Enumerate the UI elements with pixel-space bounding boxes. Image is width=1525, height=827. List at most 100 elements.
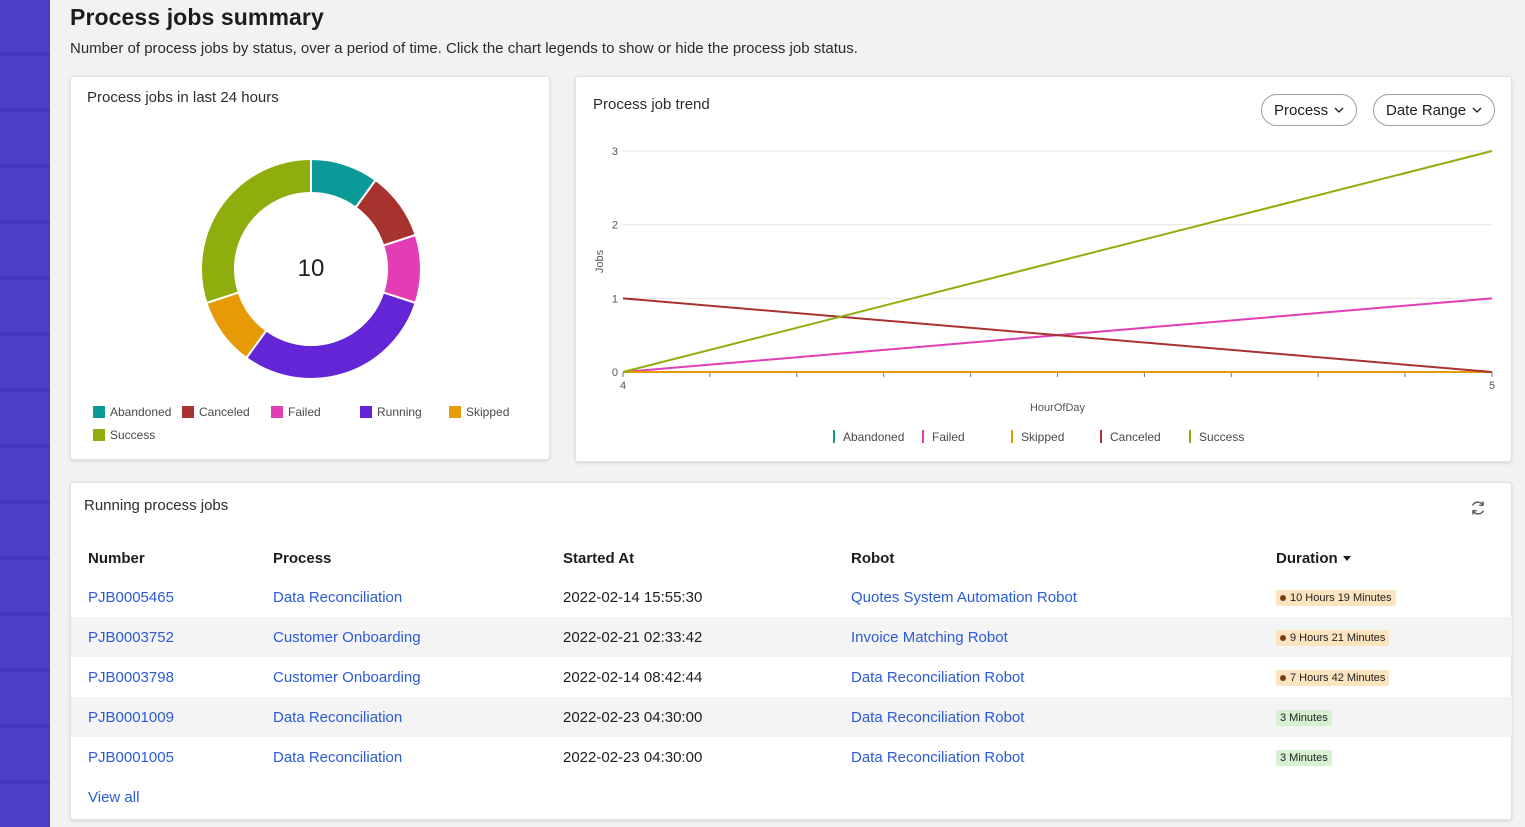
legend-marker [1100, 430, 1102, 443]
y-tick-label: 3 [612, 146, 618, 158]
robot-link[interactable]: Data Reconciliation Robot [851, 748, 1025, 766]
donut-chart-card: Process jobs in last 24 hours 10 Abandon… [70, 76, 550, 460]
duration-header-label: Duration [1276, 549, 1338, 567]
y-tick-label: 1 [612, 293, 618, 305]
column-header-number[interactable]: Number [88, 549, 145, 567]
robot-link[interactable]: Data Reconciliation Robot [851, 708, 1025, 726]
table-row: PJB0001005 Data Reconciliation 2022-02-2… [71, 737, 1512, 777]
donut-slice-running[interactable] [244, 291, 417, 380]
robot-cell: Invoice Matching Robot [851, 617, 1276, 657]
job-number-cell: PJB0001009 [71, 697, 273, 737]
table-row: PJB0003752 Customer Onboarding 2022-02-2… [71, 617, 1512, 657]
legend-label: Running [377, 405, 422, 419]
trend-legend-canceled[interactable]: Canceled [1100, 430, 1161, 444]
duration-cell: 10 Hours 19 Minutes [1276, 577, 1512, 617]
process-cell: Customer Onboarding [273, 657, 563, 697]
job-number-cell: PJB0005465 [71, 577, 273, 617]
legend-failed[interactable]: Failed [271, 405, 321, 419]
date-range-label: Date Range [1386, 101, 1467, 119]
view-all-link[interactable]: View all [88, 789, 140, 806]
series-line-canceled[interactable] [622, 297, 1493, 373]
trend-legend-success[interactable]: Success [1189, 430, 1244, 444]
column-header-duration[interactable]: Duration [1276, 539, 1512, 577]
robot-link[interactable]: Quotes System Automation Robot [851, 588, 1077, 606]
process-filter-dropdown[interactable]: Process [1261, 94, 1358, 126]
legend-running[interactable]: Running [360, 405, 422, 419]
trend-legend-skipped[interactable]: Skipped [1011, 430, 1064, 444]
robot-link[interactable]: Invoice Matching Robot [851, 628, 1008, 646]
started-at-cell: 2022-02-21 02:33:42 [563, 617, 851, 657]
donut-slice-success[interactable] [200, 157, 312, 305]
duration-cell: 3 Minutes [1276, 697, 1512, 737]
duration-cell: 7 Hours 42 Minutes [1276, 657, 1512, 697]
job-number-cell: PJB0003798 [71, 657, 273, 697]
process-link[interactable]: Data Reconciliation [273, 748, 403, 766]
duration-badge: 10 Hours 19 Minutes [1276, 590, 1396, 606]
legend-label: Abandoned [110, 405, 172, 419]
refresh-icon[interactable] [1469, 499, 1487, 517]
process-link[interactable]: Data Reconciliation [273, 588, 403, 606]
x-axis-label: HourOfDay [1030, 402, 1086, 414]
legend-marker [922, 430, 924, 443]
process-link[interactable]: Data Reconciliation [273, 708, 403, 726]
job-number-link[interactable]: PJB0003752 [88, 628, 174, 646]
legend-label: Abandoned [843, 430, 904, 444]
column-header-robot[interactable]: Robot [851, 549, 895, 567]
process-filter-label: Process [1274, 101, 1329, 119]
started-at-cell: 2022-02-23 04:30:00 [563, 748, 703, 766]
page-header: Process jobs summary Number of process j… [70, 4, 1510, 57]
duration-cell: 3 Minutes [1276, 737, 1512, 777]
table-row: PJB0001009 Data Reconciliation 2022-02-2… [71, 697, 1512, 737]
donut-total-label: 10 [298, 255, 325, 282]
y-axis-label: Jobs [594, 249, 606, 273]
table-row: PJB0005465 Data Reconciliation 2022-02-1… [71, 577, 1512, 617]
sort-descending-icon [1342, 556, 1351, 562]
duration-text: 3 Minutes [1280, 752, 1328, 764]
legend-label: Canceled [1110, 430, 1161, 444]
table-header-row: Number Process Started At Robot Duration [71, 539, 1512, 577]
job-number-cell: PJB0001005 [71, 737, 273, 777]
robot-cell: Data Reconciliation Robot [851, 657, 1276, 697]
legend-swatch [360, 406, 372, 418]
process-link[interactable]: Customer Onboarding [273, 628, 421, 646]
legend-swatch [93, 429, 105, 441]
legend-label: Skipped [466, 405, 510, 419]
trend-legend-abandoned[interactable]: Abandoned [833, 430, 904, 444]
table-row: PJB0003798 Customer Onboarding 2022-02-1… [71, 657, 1512, 697]
duration-badge: 3 Minutes [1276, 710, 1332, 726]
job-number-link[interactable]: PJB0001009 [88, 708, 174, 726]
left-navigation-rail [0, 0, 50, 827]
trend-legend-failed[interactable]: Failed [922, 430, 965, 444]
warning-dot-icon [1280, 675, 1286, 681]
legend-abandoned[interactable]: Abandoned [93, 405, 171, 419]
job-number-link[interactable]: PJB0005465 [88, 588, 174, 606]
started-at-cell: 2022-02-14 08:42:44 [563, 668, 703, 686]
process-link[interactable]: Customer Onboarding [273, 668, 421, 686]
job-number-cell: PJB0003752 [71, 617, 273, 657]
process-cell: Customer Onboarding [273, 617, 563, 657]
legend-swatch [449, 406, 461, 418]
donut-card-title: Process jobs in last 24 hours [87, 89, 279, 106]
duration-text: 10 Hours 19 Minutes [1290, 592, 1392, 604]
donut-slice-failed[interactable] [382, 233, 422, 305]
series-line-success[interactable] [622, 150, 1493, 373]
legend-label: Failed [932, 430, 965, 444]
legend-canceled[interactable]: Canceled [182, 405, 250, 419]
column-header-started-at[interactable]: Started At [563, 549, 635, 567]
legend-skipped[interactable]: Skipped [449, 405, 509, 419]
duration-badge: 3 Minutes [1276, 750, 1332, 766]
duration-text: 3 Minutes [1280, 712, 1328, 724]
column-header-process[interactable]: Process [273, 549, 332, 567]
job-number-link[interactable]: PJB0003798 [88, 668, 174, 686]
job-number-link[interactable]: PJB0001005 [88, 748, 174, 766]
legend-success[interactable]: Success [93, 428, 155, 442]
robot-link[interactable]: Data Reconciliation Robot [851, 668, 1025, 686]
date-range-dropdown[interactable]: Date Range [1373, 94, 1496, 126]
legend-label: Canceled [199, 405, 250, 419]
process-cell: Data Reconciliation [273, 697, 563, 737]
warning-dot-icon [1280, 635, 1286, 641]
robot-cell: Data Reconciliation Robot [851, 697, 1276, 737]
legend-label: Success [110, 428, 156, 442]
trend-card-title: Process job trend [593, 96, 710, 113]
started-at-cell: 2022-02-14 15:55:30 [563, 588, 703, 606]
